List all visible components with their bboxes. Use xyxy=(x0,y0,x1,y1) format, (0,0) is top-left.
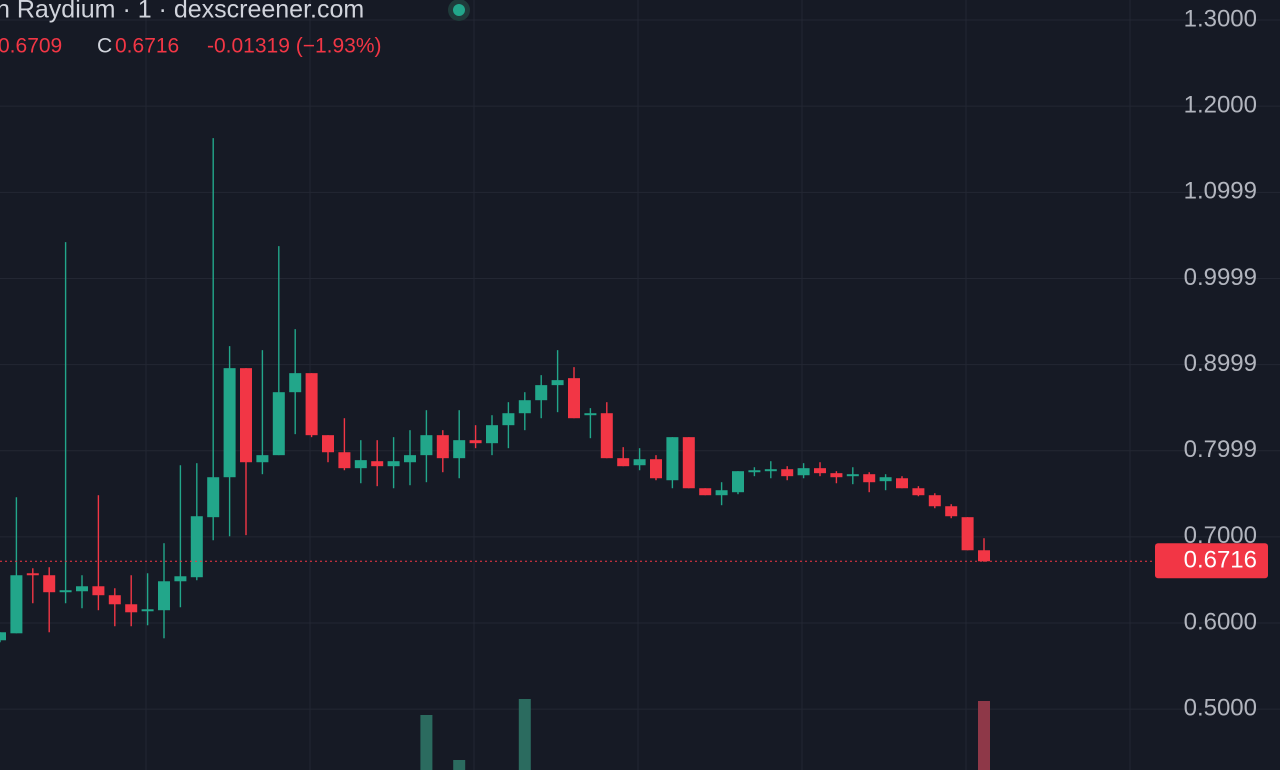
candle-body xyxy=(863,474,876,483)
candle-body xyxy=(535,385,548,401)
volume-bar xyxy=(518,699,531,770)
y-tick-label: 0.8999 xyxy=(1184,350,1257,377)
volume-bar xyxy=(978,701,990,770)
candle-body xyxy=(158,581,170,611)
candle-body xyxy=(125,604,138,613)
candle-body xyxy=(289,373,302,393)
y-tick-label: 0.7999 xyxy=(1184,436,1257,463)
candle-body xyxy=(715,490,728,496)
candle-body xyxy=(945,506,958,517)
candle-body xyxy=(26,573,39,576)
candle-body xyxy=(486,425,498,444)
volume-bar xyxy=(420,715,433,770)
candle-body xyxy=(879,477,892,482)
candle-body xyxy=(387,461,400,467)
candle-body xyxy=(322,435,334,453)
candle-body xyxy=(469,440,482,444)
candle-body xyxy=(305,373,318,436)
status-dot xyxy=(453,4,465,16)
y-tick-label: 0.5000 xyxy=(1184,694,1257,721)
candle-body xyxy=(43,575,56,593)
y-tick-label: 0.6000 xyxy=(1184,608,1257,635)
candle-body xyxy=(846,474,859,477)
y-tick-label: 1.0999 xyxy=(1184,178,1257,205)
change-value: -0.01319 (−1.93%) xyxy=(207,35,382,58)
close-key: C xyxy=(97,35,112,58)
candle-body xyxy=(797,468,810,476)
candle-body xyxy=(568,378,580,419)
candle-body xyxy=(420,435,433,456)
last-price-box xyxy=(1155,543,1268,579)
candle-body xyxy=(223,368,236,478)
candle-body xyxy=(978,550,990,562)
y-tick-label: 1.2000 xyxy=(1184,91,1257,118)
candle-body xyxy=(830,473,843,478)
candle-body xyxy=(404,455,416,463)
candle-body xyxy=(518,400,531,414)
candle-body xyxy=(453,440,466,459)
y-tick-label: 1.3000 xyxy=(1184,5,1257,32)
y-tick-label: 0.9999 xyxy=(1184,264,1257,291)
candle-body xyxy=(240,368,252,463)
candle-body xyxy=(928,495,941,507)
candle-body xyxy=(207,477,220,518)
last-price-label: 0.6716 xyxy=(1184,547,1257,574)
candle-body xyxy=(584,413,597,416)
candle-body xyxy=(354,460,367,469)
candle-body xyxy=(502,413,515,426)
low-value: 0.6709 xyxy=(0,35,62,58)
candle-body xyxy=(650,459,662,479)
candle-body xyxy=(961,517,974,551)
candle-body xyxy=(371,461,384,467)
candle-body xyxy=(682,437,695,489)
candle-body xyxy=(10,575,23,634)
candle-body xyxy=(764,469,777,472)
candle-body xyxy=(256,455,269,463)
chart-title: n Raydium · 1 · dexscreener.com xyxy=(0,0,364,24)
candle-body xyxy=(896,478,908,489)
candle-body xyxy=(92,586,105,596)
candle-body xyxy=(338,452,351,469)
candle-body xyxy=(912,488,925,496)
candle-body xyxy=(59,590,72,593)
candle-body xyxy=(814,468,826,474)
candle-body xyxy=(748,470,761,473)
candle-body xyxy=(174,576,187,582)
close-value: 0.6716 xyxy=(115,35,179,58)
candle-body xyxy=(633,459,646,466)
candle-body xyxy=(600,413,613,459)
candle-body xyxy=(699,488,712,496)
candle-body xyxy=(666,437,679,481)
candle-body xyxy=(190,516,203,578)
candle-body xyxy=(617,458,630,467)
candle-body xyxy=(781,469,794,477)
candle-body xyxy=(272,392,285,456)
candle-body xyxy=(108,595,121,605)
candle-body xyxy=(76,586,88,592)
vertical-grid xyxy=(145,0,1131,770)
candle-body xyxy=(141,609,154,612)
candle-body xyxy=(0,632,6,641)
candle-body xyxy=(436,435,449,459)
candle-body xyxy=(732,471,744,493)
candle-body xyxy=(551,380,564,386)
volume-bar xyxy=(453,760,466,770)
